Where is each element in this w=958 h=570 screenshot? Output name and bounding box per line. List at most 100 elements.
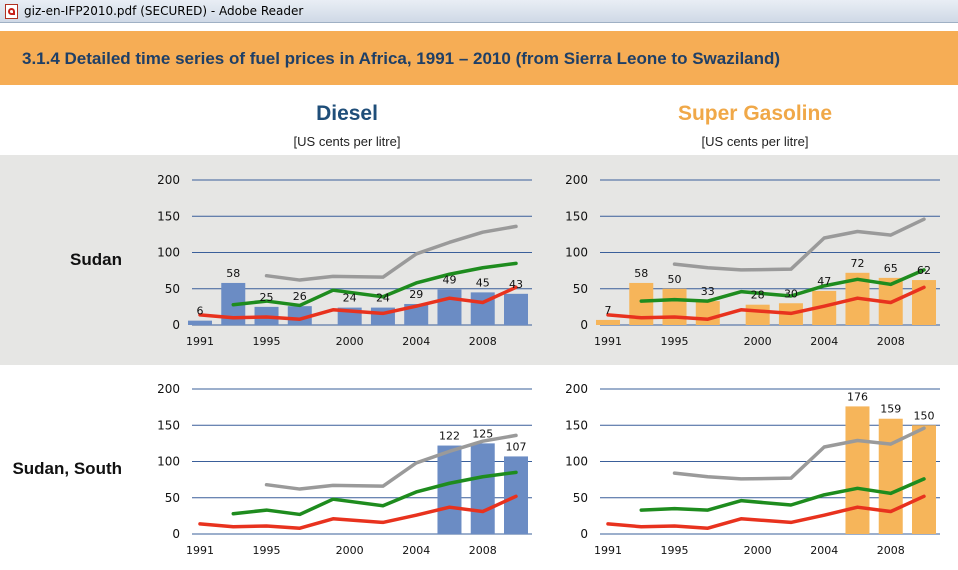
data-label: 30 — [784, 287, 798, 300]
x-tick-label: 1995 — [661, 335, 689, 348]
series-line — [264, 433, 518, 491]
y-tick-label: 100 — [565, 246, 588, 260]
bar — [845, 406, 870, 534]
x-tick-label: 1991 — [594, 544, 622, 557]
x-tick-label: 2008 — [877, 335, 905, 348]
x-tick-label: 2008 — [469, 335, 497, 348]
row-label-sudan: Sudan — [70, 250, 122, 269]
x-tick-label: 1995 — [661, 544, 689, 557]
x-tick-label: 2000 — [744, 544, 772, 557]
data-label: 159 — [880, 403, 901, 416]
data-label: 7 — [605, 304, 612, 317]
data-label: 26 — [293, 290, 307, 303]
data-label: 65 — [884, 262, 898, 275]
y-tick-label: 0 — [172, 318, 180, 332]
x-tick-label: 2004 — [810, 544, 838, 557]
data-label: 107 — [506, 440, 527, 453]
x-tick-label: 2004 — [402, 335, 430, 348]
y-tick-label: 100 — [157, 246, 180, 260]
data-label: 28 — [751, 289, 765, 302]
x-tick-label: 2008 — [469, 544, 497, 557]
data-label: 45 — [476, 276, 490, 289]
pdf-icon — [5, 3, 18, 19]
y-tick-label: 150 — [565, 418, 588, 432]
y-tick-label: 100 — [157, 455, 180, 469]
column-title-diesel: Diesel — [316, 102, 378, 125]
column-unit-super-gasoline: [US cents per litre] — [701, 134, 809, 149]
series-line — [264, 224, 518, 282]
series-line — [231, 261, 518, 308]
x-tick-label: 2000 — [336, 544, 364, 557]
series-line — [672, 426, 926, 481]
data-label: 50 — [668, 273, 682, 286]
y-tick-label: 150 — [157, 418, 180, 432]
data-label: 33 — [701, 285, 715, 298]
data-label: 122 — [439, 430, 460, 443]
window-titlebar: giz-en-IFP2010.pdf (SECURED) - Adobe Rea… — [0, 0, 958, 23]
y-tick-label: 0 — [580, 318, 588, 332]
bar — [437, 289, 462, 325]
x-tick-label: 2000 — [336, 335, 364, 348]
data-label: 62 — [917, 264, 931, 277]
column-unit-diesel: [US cents per litre] — [293, 134, 401, 149]
y-tick-label: 50 — [573, 491, 588, 505]
data-label: 72 — [850, 257, 864, 270]
series-line — [606, 494, 926, 530]
data-label: 47 — [817, 275, 831, 288]
bar — [470, 443, 495, 534]
x-tick-label: 1995 — [253, 544, 281, 557]
y-tick-label: 150 — [565, 209, 588, 223]
series-line — [198, 285, 518, 321]
y-tick-label: 0 — [172, 527, 180, 541]
data-label: 176 — [847, 390, 868, 403]
bar — [437, 445, 462, 534]
data-label: 24 — [376, 292, 390, 305]
bar — [504, 293, 528, 325]
y-tick-label: 200 — [565, 173, 588, 187]
data-label: 58 — [634, 267, 648, 280]
data-label: 29 — [409, 288, 423, 301]
data-label: 58 — [226, 267, 240, 280]
x-tick-label: 1991 — [186, 544, 214, 557]
x-tick-label: 2004 — [402, 544, 430, 557]
y-tick-label: 200 — [565, 382, 588, 396]
y-tick-label: 200 — [157, 382, 180, 396]
x-tick-label: 2000 — [744, 335, 772, 348]
data-label: 43 — [509, 278, 523, 291]
y-tick-label: 50 — [165, 491, 180, 505]
row-label-sudan-south: Sudan, South — [12, 459, 122, 478]
y-tick-label: 200 — [157, 173, 180, 187]
data-label: 6 — [197, 305, 204, 318]
series-line — [198, 494, 518, 530]
x-tick-label: 1991 — [186, 335, 214, 348]
y-tick-label: 50 — [165, 282, 180, 296]
y-tick-label: 100 — [565, 455, 588, 469]
column-title-super-gasoline: Super Gasoline — [677, 102, 833, 125]
x-tick-label: 1991 — [594, 335, 622, 348]
data-label: 49 — [442, 273, 456, 286]
bar — [878, 418, 903, 534]
section-header-band — [0, 31, 958, 85]
x-tick-label: 2008 — [877, 544, 905, 557]
series-line — [606, 285, 926, 321]
x-tick-label: 1995 — [253, 335, 281, 348]
y-tick-label: 150 — [157, 209, 180, 223]
series-line — [672, 217, 926, 272]
data-label: 125 — [472, 427, 493, 440]
y-tick-label: 0 — [580, 527, 588, 541]
bar — [188, 320, 212, 325]
data-label: 24 — [343, 292, 357, 305]
bar — [596, 319, 620, 325]
series-line — [639, 477, 926, 512]
x-tick-label: 2004 — [810, 335, 838, 348]
section-title: 3.1.4 Detailed time series of fuel price… — [22, 49, 781, 68]
data-label: 25 — [260, 291, 274, 304]
window-title: giz-en-IFP2010.pdf (SECURED) - Adobe Rea… — [24, 4, 304, 18]
series-line — [639, 268, 926, 303]
y-tick-label: 50 — [573, 282, 588, 296]
series-line — [231, 470, 518, 517]
